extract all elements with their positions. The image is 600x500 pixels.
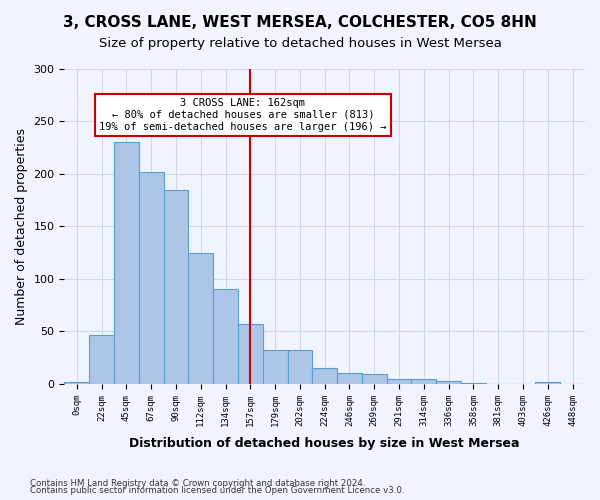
- Text: Contains public sector information licensed under the Open Government Licence v3: Contains public sector information licen…: [30, 486, 404, 495]
- Bar: [64, 382, 89, 384]
- Text: 3, CROSS LANE, WEST MERSEA, COLCHESTER, CO5 8HN: 3, CROSS LANE, WEST MERSEA, COLCHESTER, …: [63, 15, 537, 30]
- Bar: [362, 374, 386, 384]
- X-axis label: Distribution of detached houses by size in West Mersea: Distribution of detached houses by size …: [130, 437, 520, 450]
- Bar: [436, 381, 461, 384]
- Bar: [89, 334, 114, 384]
- Bar: [188, 252, 213, 384]
- Bar: [114, 142, 139, 384]
- Bar: [535, 382, 560, 384]
- Bar: [238, 324, 263, 384]
- Bar: [213, 290, 238, 384]
- Y-axis label: Number of detached properties: Number of detached properties: [15, 128, 28, 325]
- Bar: [337, 374, 362, 384]
- Text: 3 CROSS LANE: 162sqm
← 80% of detached houses are smaller (813)
19% of semi-deta: 3 CROSS LANE: 162sqm ← 80% of detached h…: [99, 98, 386, 132]
- Bar: [412, 378, 436, 384]
- Bar: [313, 368, 337, 384]
- Bar: [164, 190, 188, 384]
- Bar: [287, 350, 313, 384]
- Text: Contains HM Land Registry data © Crown copyright and database right 2024.: Contains HM Land Registry data © Crown c…: [30, 478, 365, 488]
- Text: Size of property relative to detached houses in West Mersea: Size of property relative to detached ho…: [98, 38, 502, 51]
- Bar: [263, 350, 287, 384]
- Bar: [386, 378, 412, 384]
- Bar: [139, 172, 164, 384]
- Bar: [461, 383, 486, 384]
